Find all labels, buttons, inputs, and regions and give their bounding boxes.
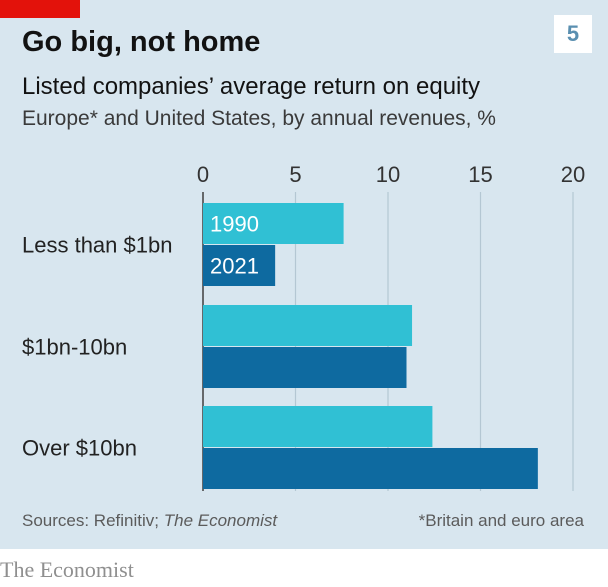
- x-tick-label: 0: [197, 162, 209, 187]
- legend-label-2021: 2021: [210, 254, 259, 279]
- category-label: $1bn-10bn: [22, 335, 127, 360]
- brand-wordmark: The Economist: [0, 557, 134, 582]
- bar-chart: 0 5 10 15 20 1990 2021 Less than $1bn $1bn-10bn O…: [22, 162, 585, 491]
- chart-title: Go big, not home: [22, 26, 261, 58]
- chart-subtitle: Listed companies’ average return on equi…: [22, 73, 481, 100]
- source-italic: The Economist: [163, 511, 278, 530]
- x-tick-label: 10: [376, 162, 400, 187]
- bar-1990-2: [203, 305, 413, 346]
- category-label: Less than $1bn: [22, 233, 172, 258]
- legend-label-1990: 1990: [210, 212, 259, 237]
- bar-2021-1: [203, 245, 276, 286]
- brand-red-tag: [0, 0, 80, 18]
- category-label: Over $10bn: [22, 436, 137, 461]
- bar-1990-3: [203, 406, 433, 447]
- source-note: Sources: Refinitiv; The Economist: [22, 511, 277, 531]
- bar-1990-1: [203, 203, 344, 244]
- chart-description: Europe* and United States, by annual rev…: [22, 107, 496, 130]
- x-tick-label: 5: [289, 162, 301, 187]
- chart-number-badge: 5: [554, 15, 592, 53]
- x-tick-label: 15: [468, 162, 492, 187]
- source-prefix: Sources: Refinitiv;: [22, 511, 164, 530]
- footnote: *Britain and euro area: [418, 511, 584, 530]
- bar-2021-2: [203, 347, 407, 388]
- x-tick-label: 20: [561, 162, 585, 187]
- bar-2021-3: [203, 448, 538, 489]
